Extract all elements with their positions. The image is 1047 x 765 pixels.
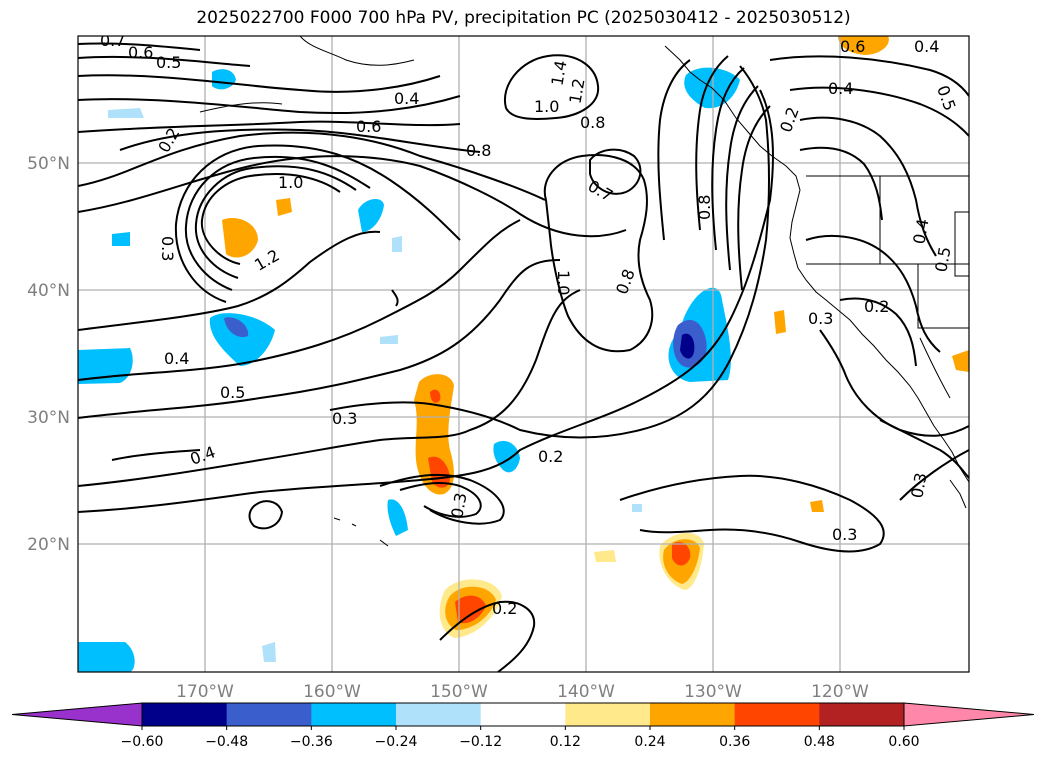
contour-label: 0.4 [828,79,853,98]
precipitation-shading [78,36,969,672]
longitude-labels: 170°W 160°W 150°W 140°W 130°W 120°W [176,682,869,702]
pv-contours [78,42,969,672]
latitude-label: 20°N [27,535,70,555]
longitude-label: 140°W [557,682,615,702]
contour-label: 1.4 [547,59,570,87]
contour-label: 1.0 [278,173,303,192]
contour-label: 0.8 [580,113,605,132]
longitude-label: 120°W [811,682,869,702]
longitude-label: 170°W [176,682,234,702]
colorbar-tick-label: 0.48 [804,734,835,750]
contour-label: 1.0 [554,270,573,295]
contour-label: 0.3 [907,471,930,499]
colorbar-box [311,703,397,726]
contour-label: 1.0 [534,97,559,116]
contour-label: 0.4 [909,217,932,245]
map-plot-area: 0.7 0.6 0.5 0.4 0.2 0.6 0.8 1.0 1.2 1.4 … [78,31,969,672]
contour-label: 0.4 [914,37,939,56]
colorbar-box [650,703,736,726]
contour-label: 0.6 [840,37,865,56]
colorbar-tick-label: −0.48 [205,734,248,750]
colorbar-tick-label: −0.12 [459,734,502,750]
colorbar-box [565,703,651,726]
colorbar: −0.60 −0.48 −0.36 −0.24 −0.12 0.12 0.24 0.36 0.4… [11,702,1035,750]
plot-frame [77,35,970,673]
contour-label: 0.8 [466,141,491,160]
contour-label: 0.8 [695,195,714,220]
longitude-label: 150°W [430,682,488,702]
colorbar-tick-label: −0.36 [290,734,333,750]
longitude-label: 160°W [303,682,361,702]
colorbar-box [734,703,820,726]
latitude-label: 30°N [27,408,70,428]
contour-label: 1.2 [565,77,588,105]
contour-label: 0.4 [164,349,189,368]
colorbar-tick-label: 0.60 [888,734,919,750]
contour-label: 0.7 [100,31,125,50]
colorbar-outline [141,702,905,727]
colorbar-tick-label: 0.36 [719,734,750,750]
contour-label: 0.5 [931,245,954,273]
contour-label: 0.3 [832,525,857,544]
contour-label: 0.2 [864,297,889,316]
colorbar-box [226,703,312,726]
contour-label: 0.6 [356,117,381,136]
colorbar-extend-low [11,702,143,727]
colorbar-box [142,703,228,726]
longitude-label: 130°W [684,682,742,702]
latitude-label: 50°N [27,154,70,174]
contour-label: 0.4 [394,89,419,108]
colorbar-tick-label: −0.24 [375,734,418,750]
colorbar-tick-label: 0.24 [634,734,665,750]
contour-label: 0.2 [492,599,517,618]
contour-label: 0.3 [332,409,357,428]
colorbar-tick-label: 0.12 [550,734,581,750]
contour-label: 0.5 [220,383,245,402]
contour-label: 0.3 [158,236,177,261]
colorbar-box [396,703,482,726]
contour-label: 0.3 [808,309,833,328]
map-title: 2025022700 F000 700 hPa PV, precipitatio… [196,8,851,28]
contour-label: 0.3 [447,491,470,519]
graticule [78,36,969,672]
contour-label: 0.6 [128,43,153,62]
colorbar-extend-high [903,702,1035,727]
colorbar-tick-label: −0.60 [121,734,164,750]
colorbar-box [480,703,566,726]
colorbar-box [819,703,905,726]
latitude-label: 40°N [27,281,70,301]
latitude-labels: 50°N 40°N 30°N 20°N [27,154,70,555]
contour-label: 0.2 [538,447,563,466]
contour-label: 0.5 [156,53,181,72]
